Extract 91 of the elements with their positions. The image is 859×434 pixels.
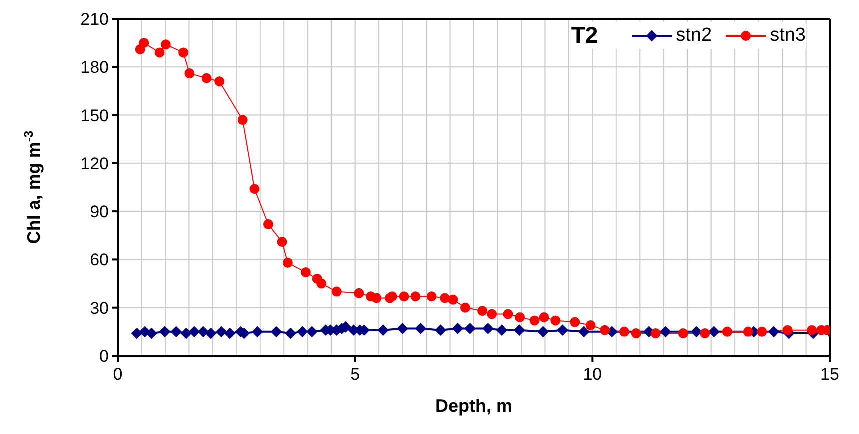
- point: [782, 325, 793, 336]
- point: [700, 328, 710, 339]
- point: [478, 306, 488, 316]
- point: [354, 288, 364, 298]
- point: [550, 316, 561, 326]
- x-tick-label: 10: [583, 365, 602, 384]
- annotation: T2: [571, 22, 598, 49]
- point: [252, 326, 264, 338]
- point: [415, 323, 426, 334]
- point: [768, 326, 780, 338]
- point: [131, 328, 142, 340]
- point: [460, 302, 470, 313]
- point: [464, 323, 476, 334]
- point: [263, 219, 274, 230]
- y-tick-label: 0: [100, 347, 109, 366]
- point: [557, 324, 568, 336]
- point: [691, 326, 702, 338]
- point: [282, 258, 293, 268]
- point: [139, 38, 150, 48]
- point: [387, 292, 398, 302]
- x-tick-label: 5: [350, 365, 360, 384]
- point: [316, 278, 327, 289]
- point: [372, 293, 382, 304]
- point: [515, 312, 526, 322]
- legend-label: stn2: [676, 24, 712, 46]
- point: [440, 293, 450, 304]
- x-tick-label: 0: [113, 365, 123, 384]
- point: [154, 48, 165, 58]
- point: [170, 326, 182, 338]
- point: [530, 316, 540, 326]
- point: [426, 292, 437, 302]
- point: [160, 40, 171, 50]
- y-tick-label: 90: [90, 202, 109, 222]
- point: [708, 326, 720, 338]
- point: [496, 324, 508, 336]
- point: [206, 328, 217, 340]
- point: [297, 326, 308, 338]
- point: [743, 326, 754, 337]
- point: [514, 324, 526, 336]
- y-tick-label: 210: [80, 10, 109, 29]
- point: [452, 323, 464, 334]
- point: [503, 309, 514, 320]
- x-tick-label: 15: [820, 365, 840, 384]
- point: [306, 326, 318, 338]
- point: [757, 326, 768, 337]
- point: [539, 312, 550, 322]
- y-tick-label: 150: [80, 106, 109, 126]
- point: [332, 286, 342, 297]
- legend-label: stn3: [770, 24, 806, 46]
- point: [482, 323, 494, 334]
- point: [448, 294, 458, 305]
- x-axis-title: Depth, m: [435, 396, 513, 416]
- point: [487, 309, 498, 320]
- point: [578, 326, 590, 338]
- point: [188, 326, 200, 338]
- point: [538, 326, 549, 338]
- y-tick-label: 120: [80, 154, 109, 174]
- point: [586, 320, 596, 331]
- point: [198, 326, 209, 338]
- point: [722, 326, 732, 337]
- point: [378, 324, 389, 336]
- point: [216, 326, 227, 338]
- point: [202, 73, 212, 84]
- point: [678, 328, 688, 339]
- point: [214, 76, 225, 87]
- point: [435, 324, 446, 336]
- point: [159, 326, 170, 338]
- point: [650, 328, 661, 339]
- point: [184, 68, 195, 79]
- y-tick-label: 180: [80, 58, 109, 78]
- point: [146, 328, 158, 340]
- point: [660, 326, 672, 338]
- y-tick-label: 60: [90, 250, 109, 270]
- point: [410, 292, 421, 302]
- point: [600, 325, 610, 336]
- point: [631, 328, 642, 339]
- point: [277, 237, 288, 248]
- point: [300, 268, 311, 278]
- point: [397, 323, 408, 334]
- point: [285, 328, 296, 340]
- point: [806, 325, 817, 336]
- point: [180, 328, 192, 340]
- y-tick-label: 30: [90, 298, 109, 318]
- point: [399, 292, 410, 302]
- point: [178, 48, 189, 58]
- point: [250, 184, 260, 194]
- point: [619, 326, 630, 337]
- point: [271, 326, 282, 338]
- point: [224, 328, 236, 340]
- point: [238, 115, 248, 126]
- point: [570, 317, 580, 328]
